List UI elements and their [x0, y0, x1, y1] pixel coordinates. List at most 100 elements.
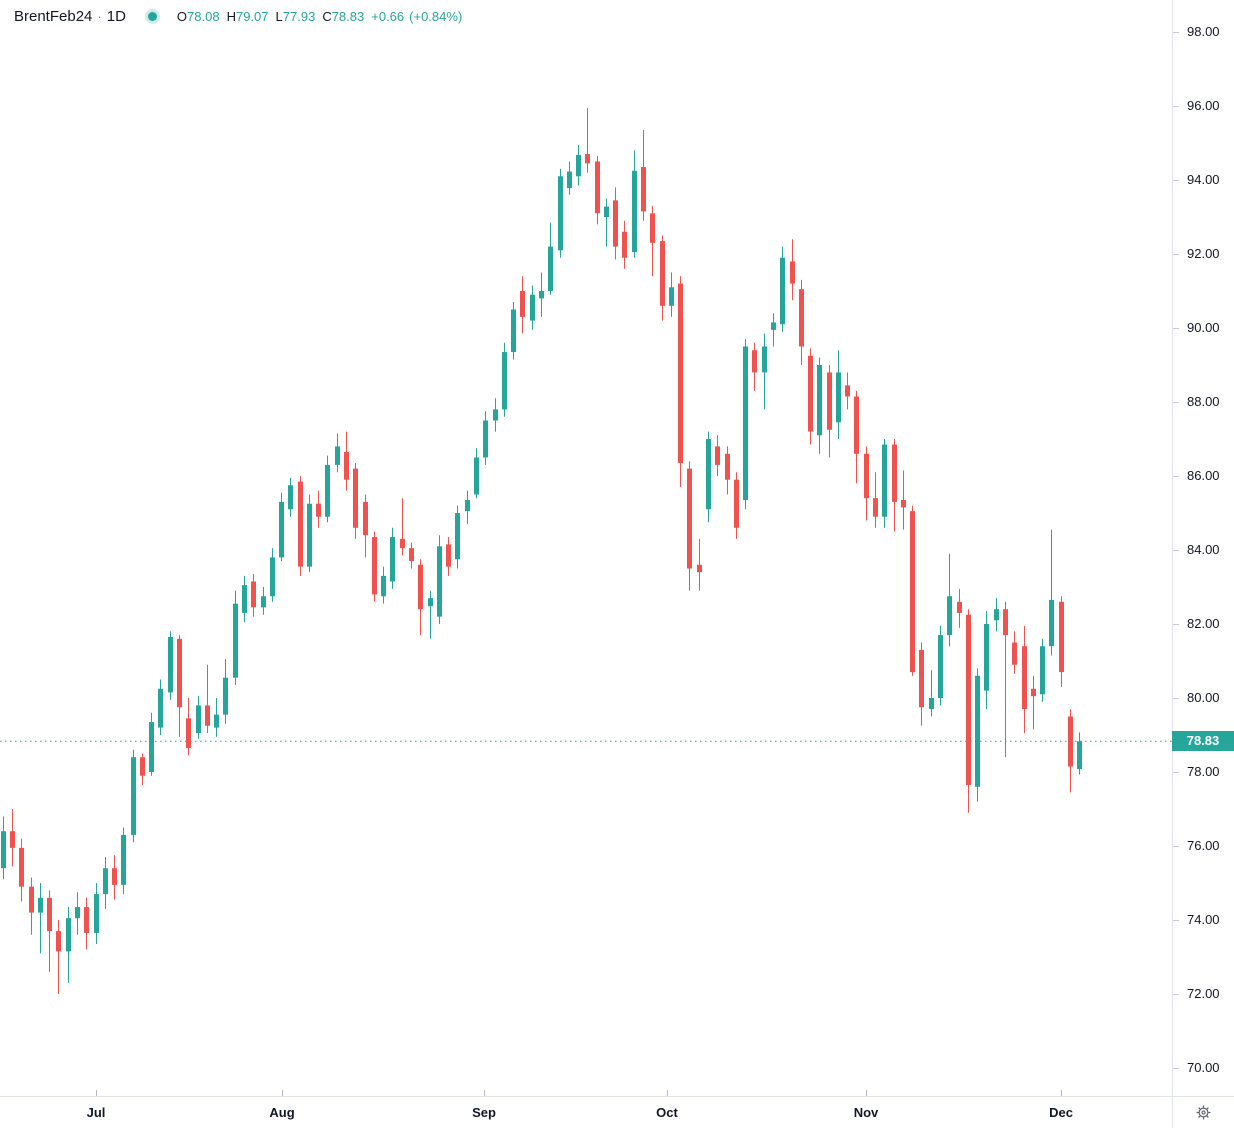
candle: [539, 272, 544, 317]
candle: [214, 698, 219, 737]
legend: BrentFeb24 · 1D O78.08 H79.07 L77.93 C78…: [14, 8, 467, 25]
candle: [75, 892, 80, 935]
price-tick-label: 86.00: [1187, 468, 1220, 483]
price-tick-mark: [1173, 549, 1179, 551]
legend-separator: ·: [97, 9, 102, 24]
candle: [381, 566, 386, 604]
candle: [502, 342, 507, 417]
candle: [390, 527, 395, 589]
candle: [1049, 529, 1054, 656]
candle: [919, 642, 924, 726]
interval-label[interactable]: 1D: [106, 8, 126, 25]
candle: [66, 907, 71, 983]
candle: [780, 246, 785, 332]
candle: [641, 130, 646, 221]
candle: [595, 155, 600, 225]
price-axis[interactable]: 98.00 96.00 94.00 92.00 90.00 88.00 86.00 84.00…: [1172, 0, 1234, 1096]
candle: [1068, 709, 1073, 793]
candle: [669, 272, 674, 317]
candle: [901, 470, 906, 530]
candle: [1040, 638, 1045, 702]
price-tick-mark: [1173, 475, 1179, 477]
candle: [511, 302, 516, 360]
price-tick-label: 84.00: [1187, 542, 1220, 557]
candle: [558, 168, 563, 258]
candle: [56, 920, 61, 994]
price-tick-label: 82.00: [1187, 616, 1220, 631]
candle: [94, 883, 99, 945]
price-tick-mark: [1173, 771, 1179, 773]
candle: [725, 446, 730, 495]
candle: [10, 809, 15, 867]
candle: [790, 239, 795, 301]
symbol-name[interactable]: BrentFeb24: [14, 8, 93, 25]
price-tick-mark: [1173, 253, 1179, 255]
candle: [771, 313, 776, 347]
candle: [29, 877, 34, 935]
candle: [827, 365, 832, 458]
candle: [938, 625, 943, 706]
candle: [474, 448, 479, 499]
candle: [929, 670, 934, 717]
candle: [799, 279, 804, 365]
ohlc-values: O78.08 H79.07 L77.93 C78.83 +0.66 (+0.84…: [177, 9, 467, 24]
price-tick-label: 72.00: [1187, 986, 1220, 1001]
time-tick-mark: [282, 1090, 283, 1096]
candle: [233, 590, 238, 686]
price-tick-mark: [1173, 179, 1179, 181]
price-tick-mark: [1173, 105, 1179, 107]
price-tick-label: 94.00: [1187, 172, 1220, 187]
price-tick-label: 76.00: [1187, 838, 1220, 853]
candle: [1031, 675, 1036, 730]
candle: [836, 350, 841, 439]
candle: [604, 198, 609, 247]
candle: [103, 857, 108, 909]
time-tick-label: Aug: [269, 1105, 295, 1120]
time-tick-label: Oct: [656, 1105, 678, 1120]
candle: [854, 390, 859, 484]
gear-icon[interactable]: [1195, 1104, 1212, 1121]
last-price-badge: 78.83: [1172, 731, 1234, 752]
candle: [112, 855, 117, 900]
candle: [966, 609, 971, 813]
candle: [483, 411, 488, 465]
open-value: O78.08: [176, 9, 220, 24]
market-status-dot[interactable]: [147, 12, 157, 21]
candle: [168, 631, 173, 700]
candle: [743, 339, 748, 510]
candle: [437, 535, 442, 624]
candle: [353, 463, 358, 539]
candle: [223, 659, 228, 724]
candle: [196, 696, 201, 739]
candle: [1077, 732, 1082, 775]
candlestick-chart[interactable]: [0, 0, 1172, 1096]
candle: [947, 553, 952, 647]
axis-settings-corner[interactable]: [1172, 1096, 1234, 1128]
price-tick-mark: [1173, 327, 1179, 329]
candle: [882, 439, 887, 528]
price-tick-label: 92.00: [1187, 246, 1220, 261]
candle: [418, 559, 423, 636]
candle: [131, 749, 136, 843]
price-tick-label: 96.00: [1187, 98, 1220, 113]
candle: [1059, 596, 1064, 687]
candle: [548, 222, 553, 295]
candle: [660, 235, 665, 321]
candle: [994, 598, 999, 632]
time-tick-mark: [96, 1090, 97, 1096]
time-tick-mark: [1061, 1090, 1062, 1096]
candle: [158, 679, 163, 735]
candle: [576, 144, 581, 186]
candle: [845, 372, 850, 410]
candle: [762, 333, 767, 410]
candle: [1, 816, 6, 880]
price-tick-mark: [1173, 993, 1179, 995]
candle: [1003, 601, 1008, 758]
candle: [465, 490, 470, 525]
candle: [697, 538, 702, 591]
candle: [38, 883, 43, 954]
time-axis[interactable]: Jul Aug Sep Oct Nov Dec: [0, 1096, 1172, 1128]
candle: [316, 490, 321, 528]
candle: [242, 575, 247, 623]
candle: [622, 220, 627, 269]
